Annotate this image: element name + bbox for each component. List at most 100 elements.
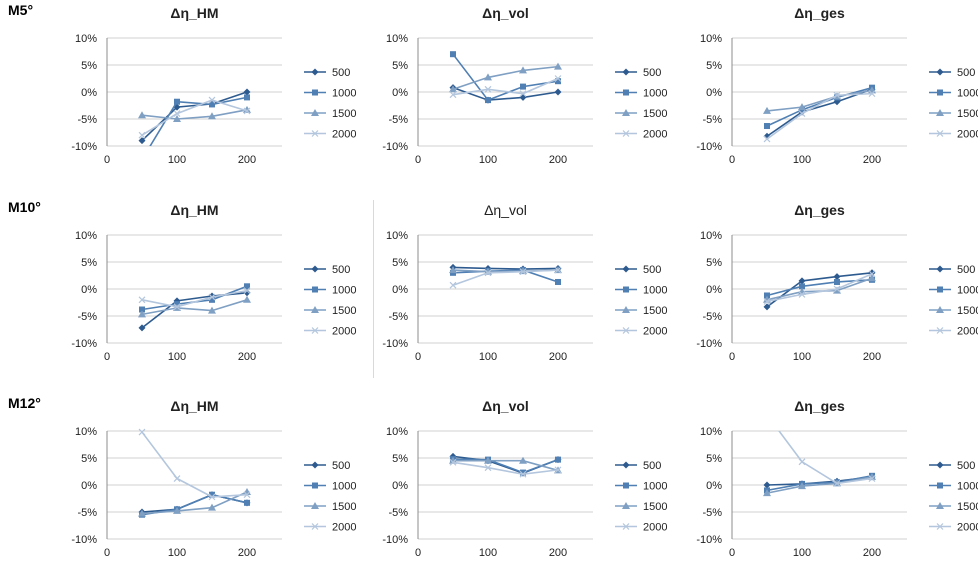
legend-label-500: 500 <box>643 67 661 79</box>
series-line-1000 <box>766 279 873 297</box>
data-point-1500 <box>449 266 457 274</box>
data-point-2000 <box>208 96 216 104</box>
legend-marker-1000 <box>937 89 943 96</box>
data-point-2000 <box>243 287 251 295</box>
y-tick-label: -10% <box>382 534 408 546</box>
data-point-1500 <box>519 456 527 464</box>
y-tick-label: 5% <box>392 257 408 269</box>
series-line-500 <box>766 88 873 137</box>
data-point-2000 <box>484 464 492 472</box>
legend-label-1000: 1000 <box>643 285 667 297</box>
data-point-2000 <box>868 270 876 278</box>
legend-marker-500 <box>311 461 319 469</box>
data-point-2000 <box>833 479 841 487</box>
legend-marker-2000 <box>311 327 319 334</box>
data-point-500 <box>138 324 146 332</box>
data-point-1500 <box>484 73 492 81</box>
data-point-1500 <box>449 85 457 93</box>
legend-marker-1500 <box>622 306 630 313</box>
legend-label-1000: 1000 <box>332 285 356 297</box>
data-point-1000 <box>520 83 526 90</box>
series-line-1000 <box>149 96 248 146</box>
legend-marker-1500 <box>311 306 319 313</box>
x-tick-label: 100 <box>168 351 186 363</box>
data-point-1000 <box>799 283 805 290</box>
legend-marker-2000 <box>622 523 630 530</box>
legend-marker-500 <box>936 265 944 273</box>
legend-marker-2000 <box>311 130 319 137</box>
legend-marker-1000 <box>623 482 629 489</box>
x-tick-label: 100 <box>168 547 186 559</box>
chart-title: Δη_HM <box>170 398 218 414</box>
legend-label-2000: 2000 <box>957 326 978 338</box>
y-tick-label: 10% <box>75 426 97 438</box>
x-tick-label: 0 <box>104 351 110 363</box>
series-line-2000 <box>778 431 873 485</box>
series-line-1500 <box>141 299 248 316</box>
legend-label-2000: 2000 <box>332 129 356 141</box>
legend-marker-1500 <box>936 306 944 313</box>
legend-marker-500 <box>936 461 944 469</box>
data-point-2000 <box>138 296 146 304</box>
x-tick-label: 0 <box>415 154 421 166</box>
data-point-1500 <box>554 62 562 70</box>
legend-label-2000: 2000 <box>643 326 667 338</box>
y-tick-label: 0% <box>706 284 722 296</box>
y-tick-label: 0% <box>81 87 97 99</box>
legend-marker-1000 <box>312 286 318 293</box>
x-tick-label: 0 <box>104 547 110 559</box>
chart-title: Δη_vol <box>482 398 529 414</box>
x-tick-label: 100 <box>793 154 811 166</box>
y-tick-label: -10% <box>696 141 722 153</box>
y-tick-label: 0% <box>81 284 97 296</box>
chart-title: Δη_HM <box>170 202 218 218</box>
legend-marker-1500 <box>622 502 630 509</box>
legend-label-1500: 1500 <box>332 501 356 513</box>
y-tick-label: 0% <box>81 480 97 492</box>
panel-divider <box>373 200 374 378</box>
x-tick-label: 100 <box>793 547 811 559</box>
legend-marker-500 <box>936 68 944 76</box>
x-tick-label: 200 <box>549 154 567 166</box>
data-point-1000 <box>555 456 561 463</box>
y-tick-label: -5% <box>702 114 722 126</box>
legend-marker-2000 <box>622 130 630 137</box>
legend-marker-1000 <box>937 286 943 293</box>
row-label-m5: M5° <box>8 2 34 18</box>
data-point-500 <box>763 303 771 311</box>
legend-label-500: 500 <box>643 264 661 276</box>
data-point-1500 <box>173 115 181 122</box>
data-point-2000 <box>173 110 181 118</box>
legend-label-500: 500 <box>643 460 661 472</box>
x-tick-label: 100 <box>479 154 497 166</box>
data-point-2000 <box>138 428 146 436</box>
legend-label-1500: 1500 <box>332 305 356 317</box>
data-point-1500 <box>798 103 806 111</box>
data-point-2000 <box>519 90 527 98</box>
legend-marker-500 <box>622 461 630 469</box>
y-tick-label: -5% <box>77 311 97 323</box>
y-tick-label: 5% <box>392 453 408 465</box>
y-tick-label: 5% <box>706 257 722 269</box>
series-line-2000 <box>141 99 248 136</box>
data-point-1000 <box>174 98 180 105</box>
x-tick-label: 100 <box>793 351 811 363</box>
series-line-2000 <box>141 431 248 498</box>
data-point-2000 <box>449 91 457 99</box>
legend-marker-1500 <box>622 109 630 116</box>
x-tick-label: 200 <box>238 351 256 363</box>
y-tick-label: 5% <box>706 453 722 465</box>
data-point-1000 <box>450 51 456 58</box>
series-line-500 <box>141 291 248 329</box>
y-tick-label: -5% <box>388 311 408 323</box>
legend-label-2000: 2000 <box>957 522 978 534</box>
legend-marker-500 <box>622 68 630 76</box>
data-point-2000 <box>449 458 457 466</box>
legend-label-1500: 1500 <box>643 108 667 120</box>
data-point-1500 <box>208 112 216 120</box>
legend-marker-1000 <box>312 482 318 489</box>
data-point-2000 <box>449 281 457 289</box>
data-point-1500 <box>243 295 251 303</box>
y-tick-label: 10% <box>386 33 408 45</box>
y-tick-label: 10% <box>75 230 97 242</box>
